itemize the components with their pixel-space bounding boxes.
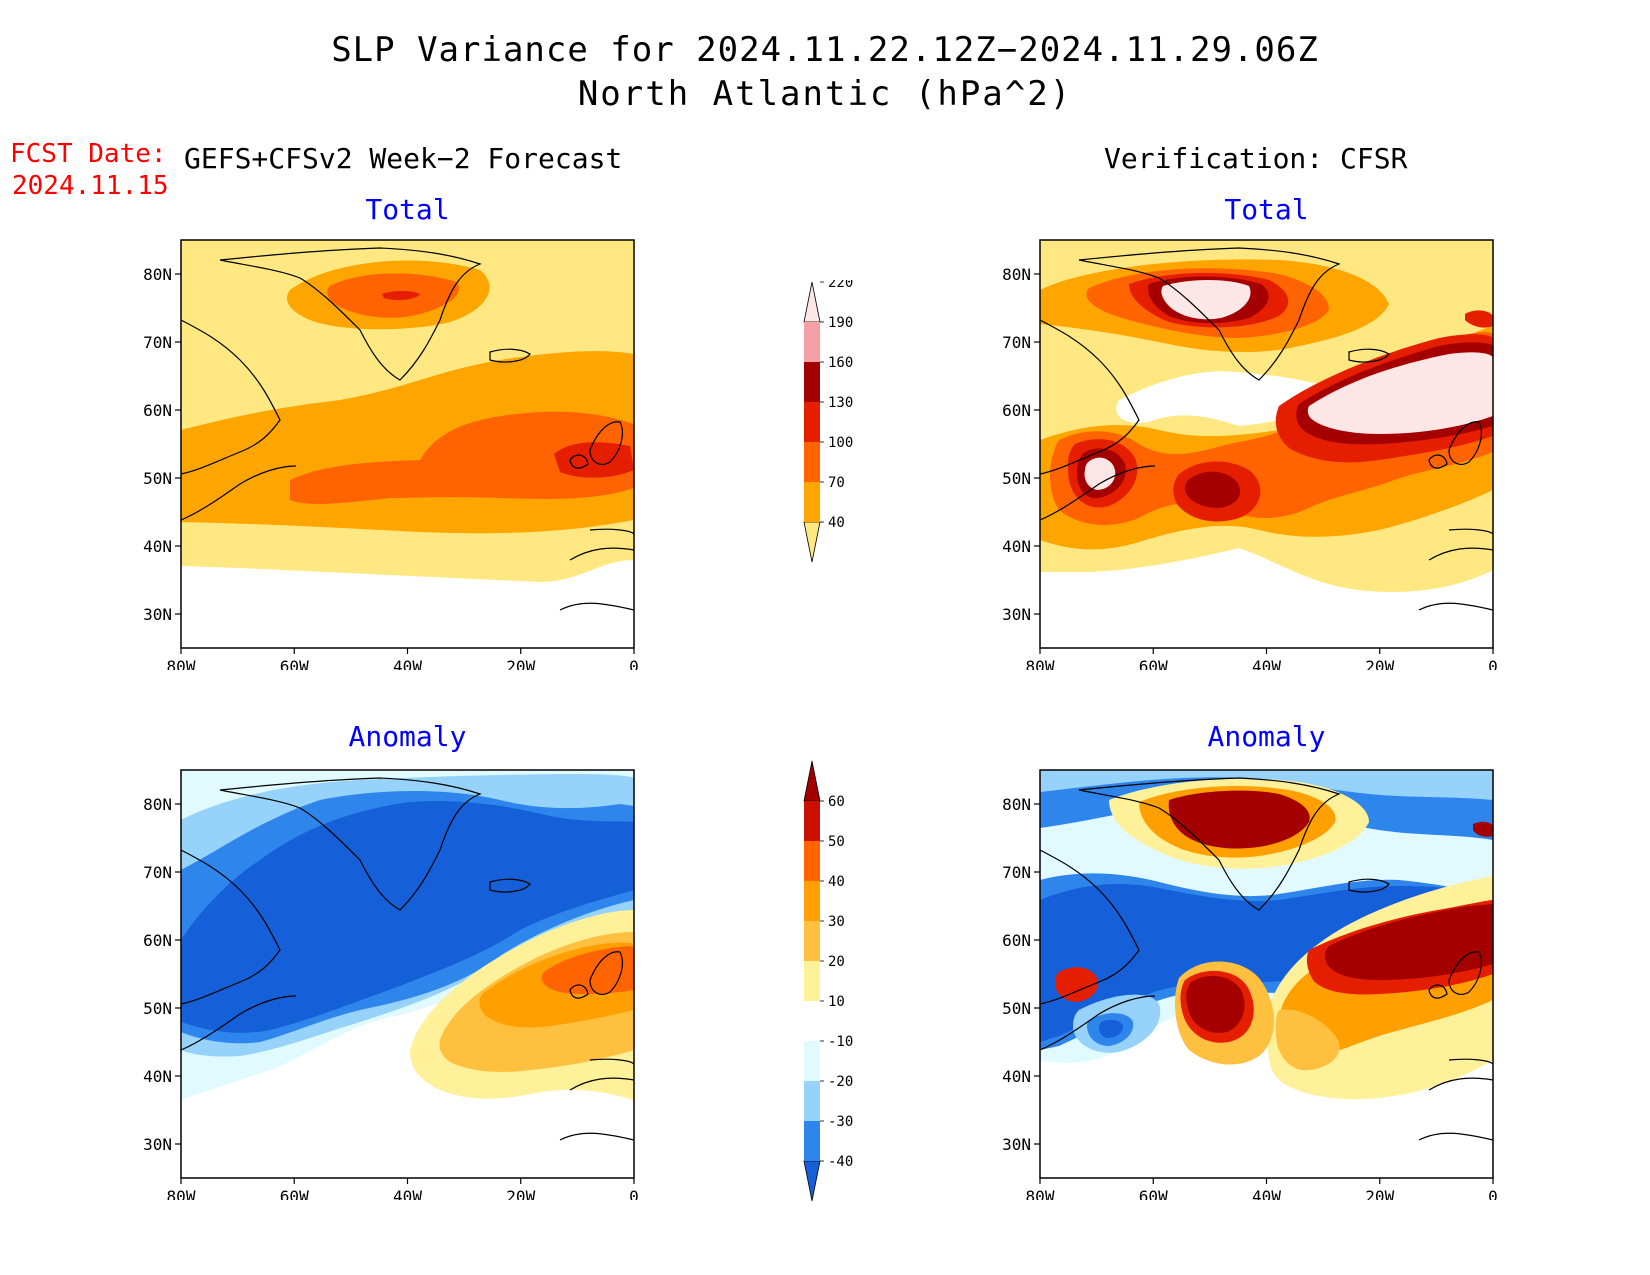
forecast-total-title: Total (365, 193, 450, 226)
lon-tick-label: 20W (506, 657, 535, 670)
anomaly-colorbar-level-label: 60 (828, 794, 845, 810)
anomaly-colorbar-level-label: -20 (828, 1074, 853, 1090)
anomaly-colorbar-high-triangle (803, 760, 821, 802)
lon-tick-label: 0 (1488, 657, 1498, 670)
total-colorbar-level-label: 220 (828, 280, 853, 291)
anomaly-colorbar-level-label: 20 (828, 954, 845, 970)
total-colorbar-level-label: 40 (828, 515, 845, 531)
lat-tick-label: 70N (1002, 863, 1031, 882)
lat-tick-label: 30N (143, 605, 172, 624)
total-colorbar: 40 70 100 130 160 190 220 (803, 280, 853, 563)
chart-title-line1: SLP Variance for 2024.11.22.12Z−2024.11.… (331, 30, 1319, 70)
total-colorbar-level-label: 70 (828, 475, 845, 491)
lat-tick-label: 60N (1002, 931, 1031, 950)
lat-tick-label: 50N (143, 469, 172, 488)
total-colorbar-level-label: 130 (828, 395, 853, 411)
anomaly-colorbar-swatch (804, 801, 820, 841)
total-colorbar-swatch (804, 362, 820, 402)
lon-tick-label: 0 (1488, 1187, 1498, 1200)
lat-tick-label: 40N (143, 1067, 172, 1086)
lon-tick-label: 40W (1252, 1187, 1281, 1200)
total-colorbar-swatch (804, 482, 820, 522)
verification-total-map: 80N 70N 60N 50N 40N 30N 80W 60W 40W 20W 0 (1002, 239, 1498, 670)
lon-tick-label: 20W (1365, 1187, 1394, 1200)
anomaly-colorbar-swatch (804, 921, 820, 961)
lon-tick-label: 40W (1252, 657, 1281, 670)
lon-tick-label: 20W (506, 1187, 535, 1200)
lat-tick-label: 30N (143, 1135, 172, 1154)
lat-tick-label: 80N (1002, 265, 1031, 284)
lat-tick-label: 70N (1002, 333, 1031, 352)
anomaly-colorbar-low-triangle (803, 1160, 821, 1202)
lat-tick-label: 60N (1002, 401, 1031, 420)
chart-title-line2: North Atlantic (hPa^2) (577, 74, 1073, 114)
lon-tick-label: 80W (167, 657, 196, 670)
fcst-date-label: FCST Date: (10, 139, 167, 169)
lat-tick-label: 80N (143, 795, 172, 814)
total-colorbar-high-triangle (803, 281, 821, 323)
lat-tick-label: 40N (1002, 537, 1031, 556)
lon-tick-label: 40W (393, 1187, 422, 1200)
anomaly-colorbar-swatch (804, 841, 820, 881)
forecast-column-heading: GEFS+CFSv2 Week−2 Forecast (184, 142, 623, 175)
total-colorbar-level-label: 160 (828, 355, 853, 371)
forecast-anomaly-map: 80N 70N 60N 50N 40N 30N 80W 60W 40W 20W 0 (143, 769, 639, 1200)
fcst-date-value: 2024.11.15 (12, 171, 169, 201)
total-colorbar-level-label: 190 (828, 315, 853, 331)
total-colorbar-low-triangle (803, 521, 821, 563)
lat-tick-label: 50N (1002, 469, 1031, 488)
anomaly-colorbar-swatch (804, 1081, 820, 1121)
lon-tick-label: 60W (1139, 1187, 1168, 1200)
lat-tick-label: 60N (143, 931, 172, 950)
total-colorbar-level-label: 100 (828, 435, 853, 451)
lat-tick-label: 50N (143, 999, 172, 1018)
lat-tick-label: 40N (143, 537, 172, 556)
total-colorbar-swatch (804, 322, 820, 362)
anomaly-colorbar-level-label: 30 (828, 914, 845, 930)
anomaly-colorbar-level-label: 50 (828, 834, 845, 850)
anomaly-colorbar-swatch (804, 1041, 820, 1081)
lat-tick-label: 70N (143, 863, 172, 882)
anomaly-colorbar: -40 -30 -20 -10 10 20 30 40 50 60 (803, 760, 853, 1202)
anomaly-colorbar-swatch (804, 1121, 820, 1161)
verification-anomaly-title: Anomaly (1207, 720, 1326, 753)
anomaly-colorbar-level-label: -40 (828, 1154, 853, 1170)
lon-tick-label: 0 (629, 657, 639, 670)
lat-tick-label: 80N (143, 265, 172, 284)
lat-tick-label: 40N (1002, 1067, 1031, 1086)
lon-tick-label: 0 (629, 1187, 639, 1200)
forecast-total-map: 80N 70N 60N 50N 40N 30N 80W 60W 40W 20W 0 (143, 239, 639, 670)
forecast-anomaly-title: Anomaly (348, 720, 467, 753)
lat-tick-label: 50N (1002, 999, 1031, 1018)
lon-tick-label: 60W (280, 657, 309, 670)
lon-tick-label: 80W (1026, 1187, 1055, 1200)
lon-tick-label: 60W (1139, 657, 1168, 670)
lat-tick-label: 30N (1002, 605, 1031, 624)
lat-tick-label: 80N (1002, 795, 1031, 814)
verification-column-heading: Verification: CFSR (1104, 142, 1408, 175)
lon-tick-label: 40W (393, 657, 422, 670)
anomaly-colorbar-level-label: 10 (828, 994, 845, 1010)
verification-total-title: Total (1224, 193, 1309, 226)
lat-tick-label: 60N (143, 401, 172, 420)
lat-tick-label: 30N (1002, 1135, 1031, 1154)
lon-tick-label: 80W (1026, 657, 1055, 670)
lon-tick-label: 20W (1365, 657, 1394, 670)
anomaly-colorbar-level-label: -10 (828, 1034, 853, 1050)
total-colorbar-swatch (804, 402, 820, 442)
total-colorbar-swatch (804, 442, 820, 482)
lon-tick-label: 80W (167, 1187, 196, 1200)
anomaly-colorbar-level-label: -30 (828, 1114, 853, 1130)
verification-anomaly-map: 80N 70N 60N 50N 40N 30N 80W 60W 40W 20W 0 (1002, 769, 1498, 1200)
lon-tick-label: 60W (280, 1187, 309, 1200)
lat-tick-label: 70N (143, 333, 172, 352)
anomaly-colorbar-swatch (804, 1001, 820, 1041)
anomaly-colorbar-level-label: 40 (828, 874, 845, 890)
anomaly-colorbar-swatch (804, 961, 820, 1001)
anomaly-colorbar-swatch (804, 881, 820, 921)
